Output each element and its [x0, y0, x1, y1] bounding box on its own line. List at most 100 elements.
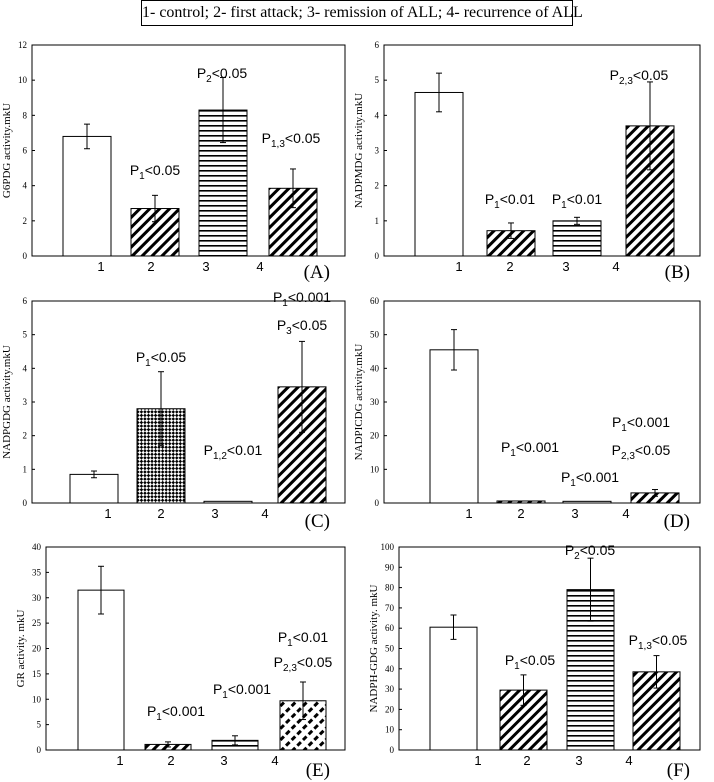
- chart-panel-6: 0 10 20 30 40 50 60 70 80 90 100 NADPH-GDG activity…: [368, 542, 701, 781]
- x-category-label: 1: [116, 753, 123, 768]
- panel-label: (A): [304, 262, 330, 283]
- y-tick-label: 60: [385, 623, 395, 633]
- y-tick-label: 1: [375, 216, 380, 226]
- y-tick-label: 2: [23, 431, 28, 441]
- y-tick-label: 4: [375, 110, 380, 120]
- y-tick-label: 30: [385, 684, 395, 694]
- panel-label: (C): [305, 511, 330, 532]
- y-tick-label: 40: [32, 542, 42, 552]
- y-tick-label: 100: [381, 542, 395, 552]
- x-category-label: 4: [261, 506, 268, 521]
- y-tick-label: 2: [375, 181, 380, 191]
- y-tick-label: 0: [390, 745, 395, 755]
- panel-label: (F): [667, 760, 690, 781]
- bar-1: [69, 473, 119, 504]
- chart-panel-2: 0 1 2 3 4 5 6 NADPMDG activity.mkU 1 2 3 4 P1<0.01 P1…: [353, 40, 701, 283]
- significance-label: P1<0.001: [213, 681, 271, 701]
- y-tick-label: 0: [23, 498, 28, 508]
- y-tick-label: 8: [23, 110, 28, 120]
- y-tick-label: 30: [370, 397, 380, 407]
- y-tick-label: 5: [37, 720, 42, 730]
- y-tick-label: 60: [370, 296, 380, 306]
- y-tick-label: 12: [18, 40, 27, 50]
- bar-1: [429, 349, 479, 504]
- x-category-label: 1: [104, 506, 111, 521]
- y-tick-label: 3: [23, 397, 28, 407]
- y-tick-label: 6: [375, 40, 380, 50]
- significance-label: P2<0.05: [565, 542, 616, 562]
- x-category-label: 2: [517, 506, 524, 521]
- y-tick-label: 20: [32, 644, 42, 654]
- y-tick-label: 40: [370, 363, 380, 373]
- y-tick-label: 1: [23, 464, 28, 474]
- x-category-label: 4: [612, 259, 619, 274]
- x-category-label: 3: [562, 259, 569, 274]
- chart-panel-5: 0 5 10 15 20 25 30 35 40 GR activity. mkU 1 2 3 4 P1<0…: [15, 542, 346, 781]
- significance-label: P2,3<0.05: [612, 442, 671, 462]
- y-tick-label: 15: [32, 669, 42, 679]
- x-category-label: 4: [625, 753, 632, 768]
- significance-label: P2<0.05: [197, 65, 248, 85]
- significance-label: P1,3<0.05: [262, 130, 321, 150]
- chart-panel-3: 0 1 2 3 4 5 6 NADPGDG activity.mkU 1 2 3 4 P1<0.05 P1…: [1, 289, 346, 532]
- bar-1: [429, 626, 478, 751]
- significance-label: P1<0.001: [612, 414, 670, 434]
- x-category-label: 3: [202, 259, 209, 274]
- x-category-label: 4: [256, 259, 263, 274]
- y-tick-label: 6: [23, 296, 28, 306]
- bar-3: [562, 500, 612, 504]
- x-category-label: 4: [271, 753, 278, 768]
- y-tick-label: 80: [385, 583, 395, 593]
- y-tick-label: 90: [385, 562, 395, 572]
- panel-label: (D): [664, 511, 690, 532]
- significance-label: P2,3<0.05: [274, 654, 333, 674]
- y-tick-label: 0: [37, 745, 42, 755]
- significance-label: P1<0.01: [278, 629, 329, 649]
- bar-1: [414, 91, 464, 257]
- y-axis-title: NADPMDG activity.mkU: [353, 93, 365, 208]
- y-tick-label: 25: [32, 618, 42, 628]
- x-category-label: 2: [147, 259, 154, 274]
- y-tick-label: 50: [370, 330, 380, 340]
- x-category-label: 1: [474, 753, 481, 768]
- panel-label: (E): [306, 760, 330, 781]
- bar-2: [496, 500, 546, 504]
- significance-label: P1<0.05: [505, 652, 556, 672]
- significance-label: P1<0.001: [273, 289, 331, 309]
- y-tick-label: 35: [32, 567, 42, 577]
- significance-label: P3<0.05: [277, 317, 328, 337]
- significance-label: P1<0.01: [485, 191, 536, 211]
- x-category-label: 2: [157, 506, 164, 521]
- x-category-label: 2: [506, 259, 513, 274]
- y-tick-label: 0: [375, 498, 380, 508]
- legend-caption: 1- control; 2- first attack; 3- remissio…: [141, 0, 583, 26]
- y-tick-label: 30: [32, 593, 42, 603]
- y-tick-label: 70: [385, 603, 395, 613]
- x-category-label: 4: [622, 506, 629, 521]
- x-category-label: 3: [211, 506, 218, 521]
- bar-1: [62, 135, 112, 257]
- y-axis-title: NADPGDG activity.mkU: [1, 345, 13, 459]
- y-tick-label: 40: [385, 664, 395, 674]
- x-category-label: 1: [97, 259, 104, 274]
- y-tick-label: 6: [23, 146, 28, 156]
- x-category-label: 3: [220, 753, 227, 768]
- bar-1: [77, 589, 125, 751]
- significance-label: P1,3<0.05: [629, 632, 688, 652]
- y-tick-label: 3: [375, 146, 380, 156]
- x-category-label: 1: [465, 506, 472, 521]
- x-category-label: 2: [523, 753, 530, 768]
- y-axis-title: NADPICDG activity.mkU: [353, 344, 365, 461]
- y-tick-label: 20: [370, 431, 380, 441]
- y-tick-label: 10: [18, 75, 28, 85]
- x-category-label: 2: [167, 753, 174, 768]
- y-tick-label: 0: [23, 251, 28, 261]
- x-category-label: 3: [575, 753, 582, 768]
- y-tick-label: 10: [32, 694, 42, 704]
- significance-label: P2,3<0.05: [610, 67, 669, 87]
- y-axis-title: GR activity. mkU: [15, 610, 27, 688]
- chart-panel-4: 0 10 20 30 40 50 60 NADPICDG activity.mkU 1 2 3 4 P1…: [353, 296, 701, 532]
- y-tick-label: 20: [385, 704, 395, 714]
